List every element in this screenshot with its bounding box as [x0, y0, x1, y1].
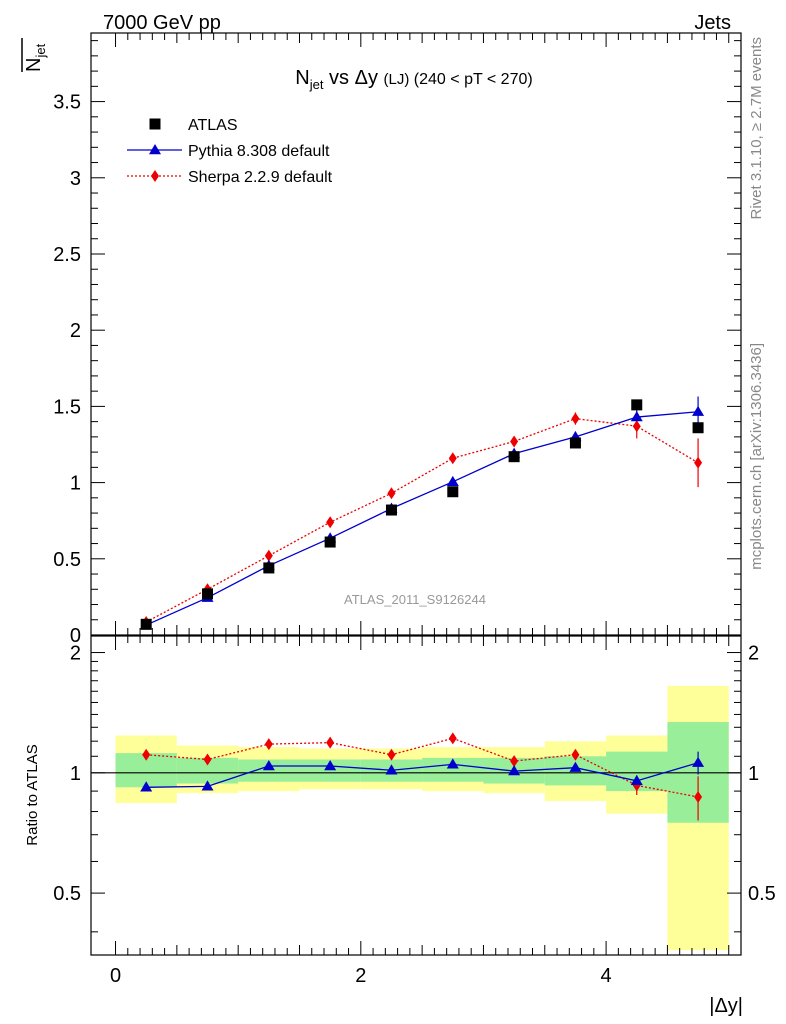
pythia-point [446, 475, 459, 487]
sherpa-point [448, 452, 457, 465]
x-tick-label: 2 [355, 965, 366, 987]
atlas-point [692, 422, 704, 434]
atlas-point [447, 486, 459, 498]
pythia-ratio-point [201, 780, 214, 791]
sherpa-point [510, 435, 519, 448]
pythia-ratio-point [692, 756, 705, 767]
green-band [422, 757, 484, 782]
atlas-point [385, 504, 397, 516]
pythia-point [630, 411, 643, 422]
lower-panel-axes: 0.5 0.5 1 1 2 2 0 2 4 [53, 635, 776, 987]
sherpa-point [326, 516, 335, 529]
sherpa-ratio-point [510, 755, 519, 768]
sherpa-ratio-point [448, 732, 457, 745]
pythia-point [692, 405, 705, 416]
upper-y-tick-label: 3.5 [53, 92, 81, 114]
upper-y-label-sub: jet [33, 43, 48, 58]
legend: ATLAS Pythia 8.308 default Sherpa 2.2.9 de… [127, 117, 333, 186]
green-band [238, 759, 300, 782]
lower-y-tick-label-left: 0.5 [53, 883, 81, 905]
atlas-point [569, 437, 581, 449]
upper-y-tick-label: 1 [70, 473, 81, 495]
sherpa-point [694, 456, 703, 469]
svg-text:Njet: Njet [23, 43, 48, 72]
pythia-ratio-point [262, 760, 275, 771]
upper-y-tick-label: 1.5 [53, 396, 81, 418]
x-axis-label: |Δy| [709, 995, 743, 1017]
lower-y-tick-label-left: 1 [70, 763, 81, 785]
rivet-version-label: Rivet 3.1.10, ≥ 2.7M events [748, 37, 765, 220]
pythia-ratio-point [630, 774, 643, 786]
sherpa-point [632, 420, 641, 433]
x-tick-label: 0 [110, 965, 121, 987]
lower-panel-data [140, 732, 705, 821]
lower-y-tick-label-right: 2 [748, 643, 759, 665]
pythia-ratio-point [569, 761, 582, 772]
lower-y-tick-label-left: 2 [70, 643, 81, 665]
legend-pythia-marker [149, 144, 161, 155]
header-right-label: Jets [694, 12, 731, 34]
legend-atlas-label: ATLAS [188, 117, 238, 134]
upper-panel-frame [90, 32, 742, 636]
legend-sherpa-marker [151, 170, 159, 182]
sherpa-ratio-point [142, 748, 151, 761]
atlas-point [140, 618, 152, 630]
x-tick-label: 4 [601, 965, 612, 987]
lower-panel-bands [115, 685, 729, 951]
lower-y-tick-label-right: 1 [748, 763, 759, 785]
lower-y-axis-label: Ratio to ATLAS [24, 744, 41, 845]
pythia-ratio-point [140, 781, 153, 792]
sherpa-point [571, 412, 580, 425]
atlas-point [631, 399, 643, 411]
green-band [299, 759, 361, 782]
pythia-ratio-point [446, 758, 459, 769]
atlas-point [263, 562, 275, 574]
header-left-label: 7000 GeV pp [103, 12, 221, 34]
upper-panel-axes: 0 0.5 1 1.5 2 2.5 3 3.5 [53, 32, 742, 647]
upper-y-tick-label: 3 [70, 168, 81, 190]
lower-y-tick-label-right: 0.5 [748, 883, 776, 905]
sherpa-ratio-point [203, 753, 212, 766]
atlas-point [324, 536, 336, 548]
pythia-ratio-point [385, 764, 398, 775]
upper-y-tick-label: 2.5 [53, 244, 81, 266]
atlas-point [508, 451, 520, 463]
analysis-watermark: ATLAS_2011_S9126244 [344, 592, 486, 607]
sherpa-ratio-point [264, 738, 273, 751]
sherpa-line [145, 417, 699, 623]
sherpa-ratio-line [146, 737, 699, 798]
sherpa-point [387, 487, 396, 500]
pythia-ratio-point [324, 760, 337, 771]
pythia-ratio-point [508, 765, 521, 776]
lower-panel-frame [90, 635, 742, 956]
upper-y-label-main: N [23, 58, 45, 72]
sherpa-ratio-point [326, 736, 335, 749]
upper-y-tick-label: 0.5 [53, 549, 81, 571]
sherpa-ratio-point [571, 748, 580, 761]
pythia-line [145, 411, 699, 626]
upper-y-tick-label: 2 [70, 320, 81, 342]
legend-pythia-label: Pythia 8.308 default [188, 143, 330, 160]
pythia-ratio-line [146, 762, 699, 788]
upper-plot-title: Njet vs Δy (LJ) (240 < pT < 270) [295, 67, 532, 92]
atlas-point [202, 588, 214, 600]
upper-y-tick-label: 0 [70, 625, 81, 647]
legend-atlas-marker [149, 118, 161, 130]
sherpa-point [264, 549, 273, 562]
mcplots-label: mcplots.cern.ch [arXiv:1306.3436] [748, 343, 765, 570]
upper-y-axis-label: Njet [21, 38, 48, 72]
sherpa-ratio-point [694, 790, 703, 803]
sherpa-ratio-point [387, 748, 396, 761]
upper-panel-data [140, 396, 705, 630]
legend-sherpa-label: Sherpa 2.2.9 default [188, 169, 333, 186]
